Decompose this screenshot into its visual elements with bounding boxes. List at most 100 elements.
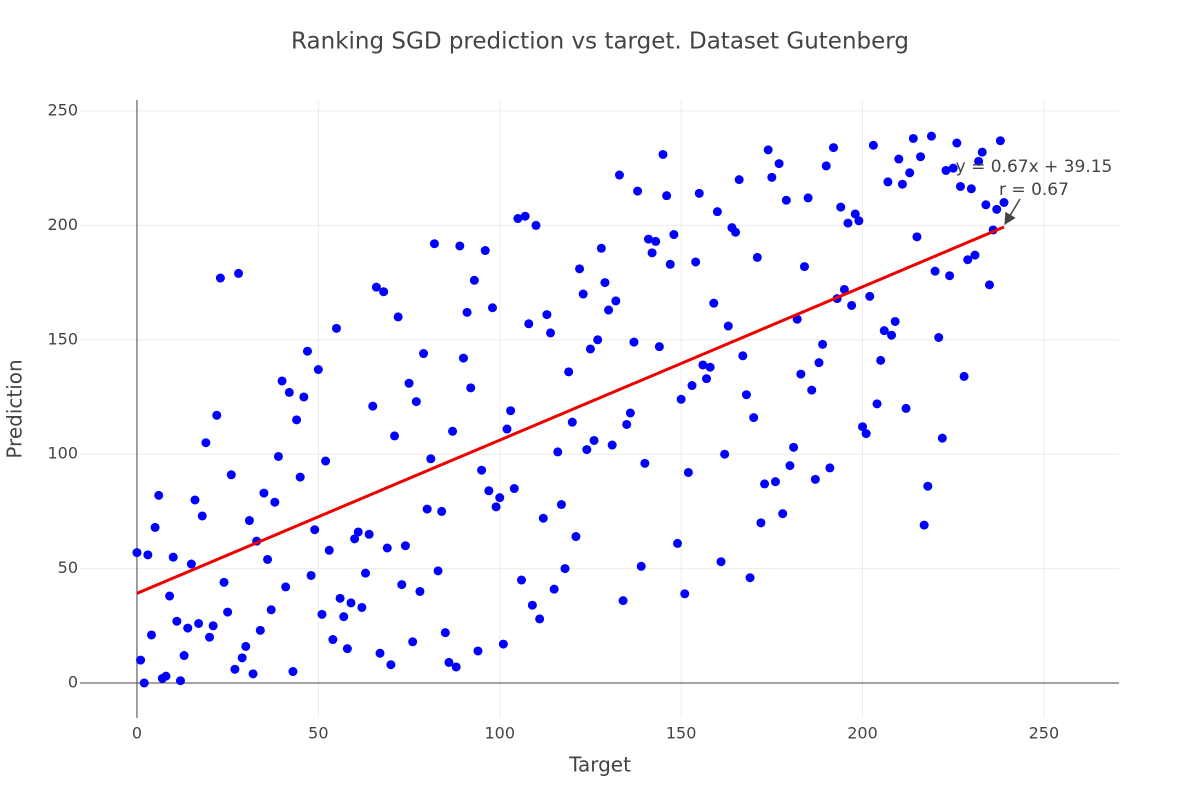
- point: [571, 532, 581, 542]
- point: [658, 149, 668, 159]
- point: [491, 502, 501, 512]
- point: [676, 394, 686, 404]
- point: [342, 644, 352, 654]
- point: [186, 559, 196, 569]
- point: [865, 291, 875, 301]
- point: [328, 635, 338, 645]
- point: [818, 339, 828, 349]
- point: [945, 271, 955, 281]
- chart-title: Ranking SGD prediction vs target. Datase…: [291, 29, 909, 55]
- point: [270, 497, 280, 507]
- point: [310, 525, 320, 535]
- point: [651, 236, 661, 246]
- point: [408, 637, 418, 647]
- point: [622, 419, 632, 429]
- point: [527, 600, 537, 610]
- point: [662, 191, 672, 201]
- point: [919, 520, 929, 530]
- point: [226, 470, 236, 480]
- point: [255, 625, 265, 635]
- point: [741, 390, 751, 400]
- point: [879, 326, 889, 336]
- point: [509, 484, 519, 494]
- point: [219, 577, 229, 587]
- point: [745, 573, 755, 583]
- point: [150, 522, 160, 532]
- point: [763, 145, 773, 155]
- point: [161, 671, 171, 681]
- point: [455, 241, 465, 251]
- point: [861, 429, 871, 439]
- point: [353, 527, 363, 537]
- point: [600, 278, 610, 288]
- point: [633, 186, 643, 196]
- point: [172, 616, 182, 626]
- point: [335, 593, 345, 603]
- point: [524, 319, 534, 329]
- point: [212, 410, 222, 420]
- point: [774, 159, 784, 169]
- point: [702, 374, 712, 384]
- point: [839, 284, 849, 294]
- point: [513, 214, 523, 224]
- point: [749, 413, 759, 423]
- point: [618, 596, 628, 606]
- point: [371, 282, 381, 292]
- point: [908, 133, 918, 143]
- point: [611, 296, 621, 306]
- point: [429, 239, 439, 249]
- point: [607, 440, 617, 450]
- point: [139, 678, 149, 688]
- point: [306, 570, 316, 580]
- point: [234, 268, 244, 278]
- point: [955, 181, 965, 191]
- point: [538, 513, 548, 523]
- point: [941, 165, 951, 175]
- point: [498, 639, 508, 649]
- point: [469, 275, 479, 285]
- point: [636, 561, 646, 571]
- point: [894, 154, 904, 164]
- point: [665, 259, 675, 269]
- point: [248, 669, 258, 679]
- point: [778, 509, 788, 519]
- x-tick-label: 0: [132, 724, 142, 743]
- point: [883, 177, 893, 187]
- point: [382, 543, 392, 553]
- point: [266, 605, 276, 615]
- point: [531, 220, 541, 230]
- point: [760, 479, 770, 489]
- annotation-arrow: [1004, 198, 1021, 226]
- point: [828, 143, 838, 153]
- point: [578, 289, 588, 299]
- point: [647, 248, 657, 258]
- point: [604, 305, 614, 315]
- point: [698, 360, 708, 370]
- point: [165, 591, 175, 601]
- point: [495, 493, 505, 503]
- point: [984, 280, 994, 290]
- point: [959, 371, 969, 381]
- point: [477, 465, 487, 475]
- point: [411, 397, 421, 407]
- point: [466, 383, 476, 393]
- point: [564, 367, 574, 377]
- point: [295, 472, 305, 482]
- point: [241, 641, 251, 651]
- point: [901, 403, 911, 413]
- point: [814, 358, 824, 368]
- y-axis-title: Prediction: [3, 359, 27, 458]
- point: [368, 401, 378, 411]
- point: [589, 435, 599, 445]
- point: [887, 330, 897, 340]
- point: [654, 342, 664, 352]
- point: [593, 335, 603, 345]
- point: [847, 300, 857, 310]
- point: [448, 426, 458, 436]
- point: [208, 621, 218, 631]
- point: [480, 246, 490, 256]
- point: [995, 136, 1005, 146]
- point: [201, 438, 211, 448]
- point: [451, 662, 461, 672]
- point: [712, 207, 722, 217]
